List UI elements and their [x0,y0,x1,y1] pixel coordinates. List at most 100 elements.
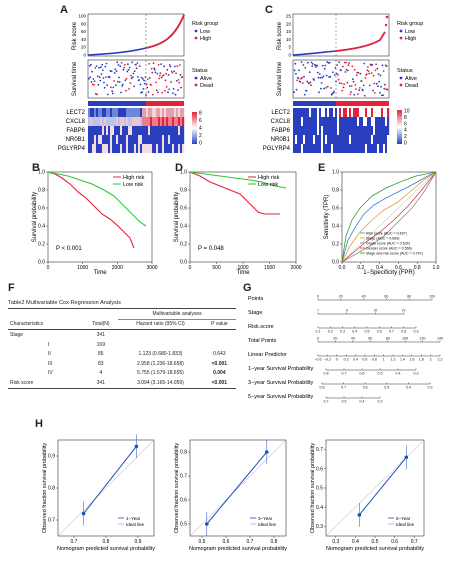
heatmap-c-cell [333,135,336,144]
heatmap-c-cell [293,144,296,153]
heatmap-c-cell [325,126,328,135]
survival-c-point [378,80,381,83]
heatmap-a-cell [148,108,151,117]
gene-label-c-5: PGLYRP4 [263,146,291,152]
survival-a-point [128,88,131,90]
survival-a-point [120,61,123,64]
survival-c-point [370,72,373,74]
km-d-ytick: 0.4 [180,224,187,230]
heatmap-a-cell [88,117,91,126]
survival-c-point [384,83,386,86]
heatmap-c-cell [357,126,360,135]
heatmap-c-cell [297,108,300,117]
heatmap-a-cell [108,144,111,153]
heatmap-a-cell [176,117,179,126]
heatmap-c-cell [345,126,348,135]
heatmap-c-scale-label: 4 [404,128,407,134]
survival-a-point [111,90,114,93]
survival-c-point [322,75,325,78]
heatmap-a-cell [168,117,171,126]
heatmap-c-cell [371,135,374,144]
survival-c-point [350,85,353,87]
heatmap-c-cell [343,144,346,153]
heatmap-c-cell [337,117,340,126]
heatmap-c-cell [371,144,374,153]
heatmap-c-cell [355,126,358,135]
heatmap-a-cell [132,117,135,126]
survival-c-point [365,73,368,76]
nomo-total-tick: 80 [386,337,390,341]
heatmap-c-cell [379,144,382,153]
heatmap-c-cell [381,135,384,144]
heatmap-c-scale-label: 0 [404,141,407,147]
heatmap-c-cell [293,126,296,135]
survival-a-point [150,84,152,86]
heatmap-a-cell [120,117,123,126]
calib-xtick: 0.8 [103,539,110,545]
survival-a-point [127,63,129,66]
survival-c-point [360,80,363,82]
survival-c-point [302,64,305,66]
survival-scatter-a: Survival time Status Alive Dead [72,59,213,99]
heatmap-c-cell [327,126,330,135]
km-d-ytick: 0.6 [180,206,187,212]
survival-c-point [376,67,379,70]
survival-c-point [350,91,352,93]
heatmap-c-cell [327,117,330,126]
survival-c-point [293,91,295,94]
survival-a-point [141,91,144,93]
survival-c-point [386,88,389,91]
heatmap-c-cell [323,135,326,144]
km-b-xtick: 0 [47,265,50,271]
heatmap-c-cell [367,108,370,117]
nomo-risk-tick: 0.5 [365,330,370,334]
heatmap-c-cell [373,144,376,153]
heatmap-c-cell [319,108,322,117]
heatmap-a-cell [170,144,173,153]
nomo-risk-tick: 0.9 [414,330,419,334]
survival-a-point [101,63,104,66]
nomo-points-tick: 40 [362,295,366,299]
heatmap-c-scale-label: 10 [404,109,410,115]
nomo-total-tick: 120 [420,337,426,341]
heatmap-a-cell [174,126,177,135]
survival-a-point [103,81,105,84]
heatmap-c-cell [321,108,324,117]
heatmap-c-cell [341,117,344,126]
heatmap-c-cell [309,135,312,144]
heatmap-c-cell [375,144,378,153]
heatmap-a-cell [176,108,179,117]
survival-c-point [363,94,366,97]
survival-a-point [162,74,165,77]
roc-ytick: 0.6 [332,206,339,212]
heatmap-a-cell [90,126,93,135]
heatmap-c-cell [361,126,364,135]
heatmap-c-cell [347,135,350,144]
heatmap-c-cell [301,126,304,135]
heatmap-a-cell [174,117,177,126]
km-b-ytick: 0.2 [38,242,45,248]
nomo-lp-tick: 0.2 [344,358,349,362]
nomo-3y-tick: 0.3 [428,386,433,390]
km-d-xtick: 1500 [264,265,275,271]
survival-a-point [110,86,112,89]
nomo-lp-tick: 1.8 [419,358,424,362]
nomo-1y-tick: 0.6 [360,372,365,376]
survival-a-point [158,77,161,80]
survival-a-point [102,77,105,79]
heatmap-a-cell [178,126,181,135]
roc-legend-3: Grade score (AUC = 0.534) [366,242,410,246]
survival-a-point [122,68,125,71]
heatmap-c-cell [323,108,326,117]
calib-ytick: 0.7 [180,474,187,480]
survival-a-point [100,73,103,75]
heatmap-a-cell [170,117,173,126]
heatmap-a-cell [104,135,107,144]
survival-a-point [101,69,104,71]
survival-a-point [98,76,101,79]
panel-letter-c: C [265,4,273,16]
calib-point [81,511,86,516]
survival-a-point [155,81,158,84]
survival-c-point [320,87,322,90]
